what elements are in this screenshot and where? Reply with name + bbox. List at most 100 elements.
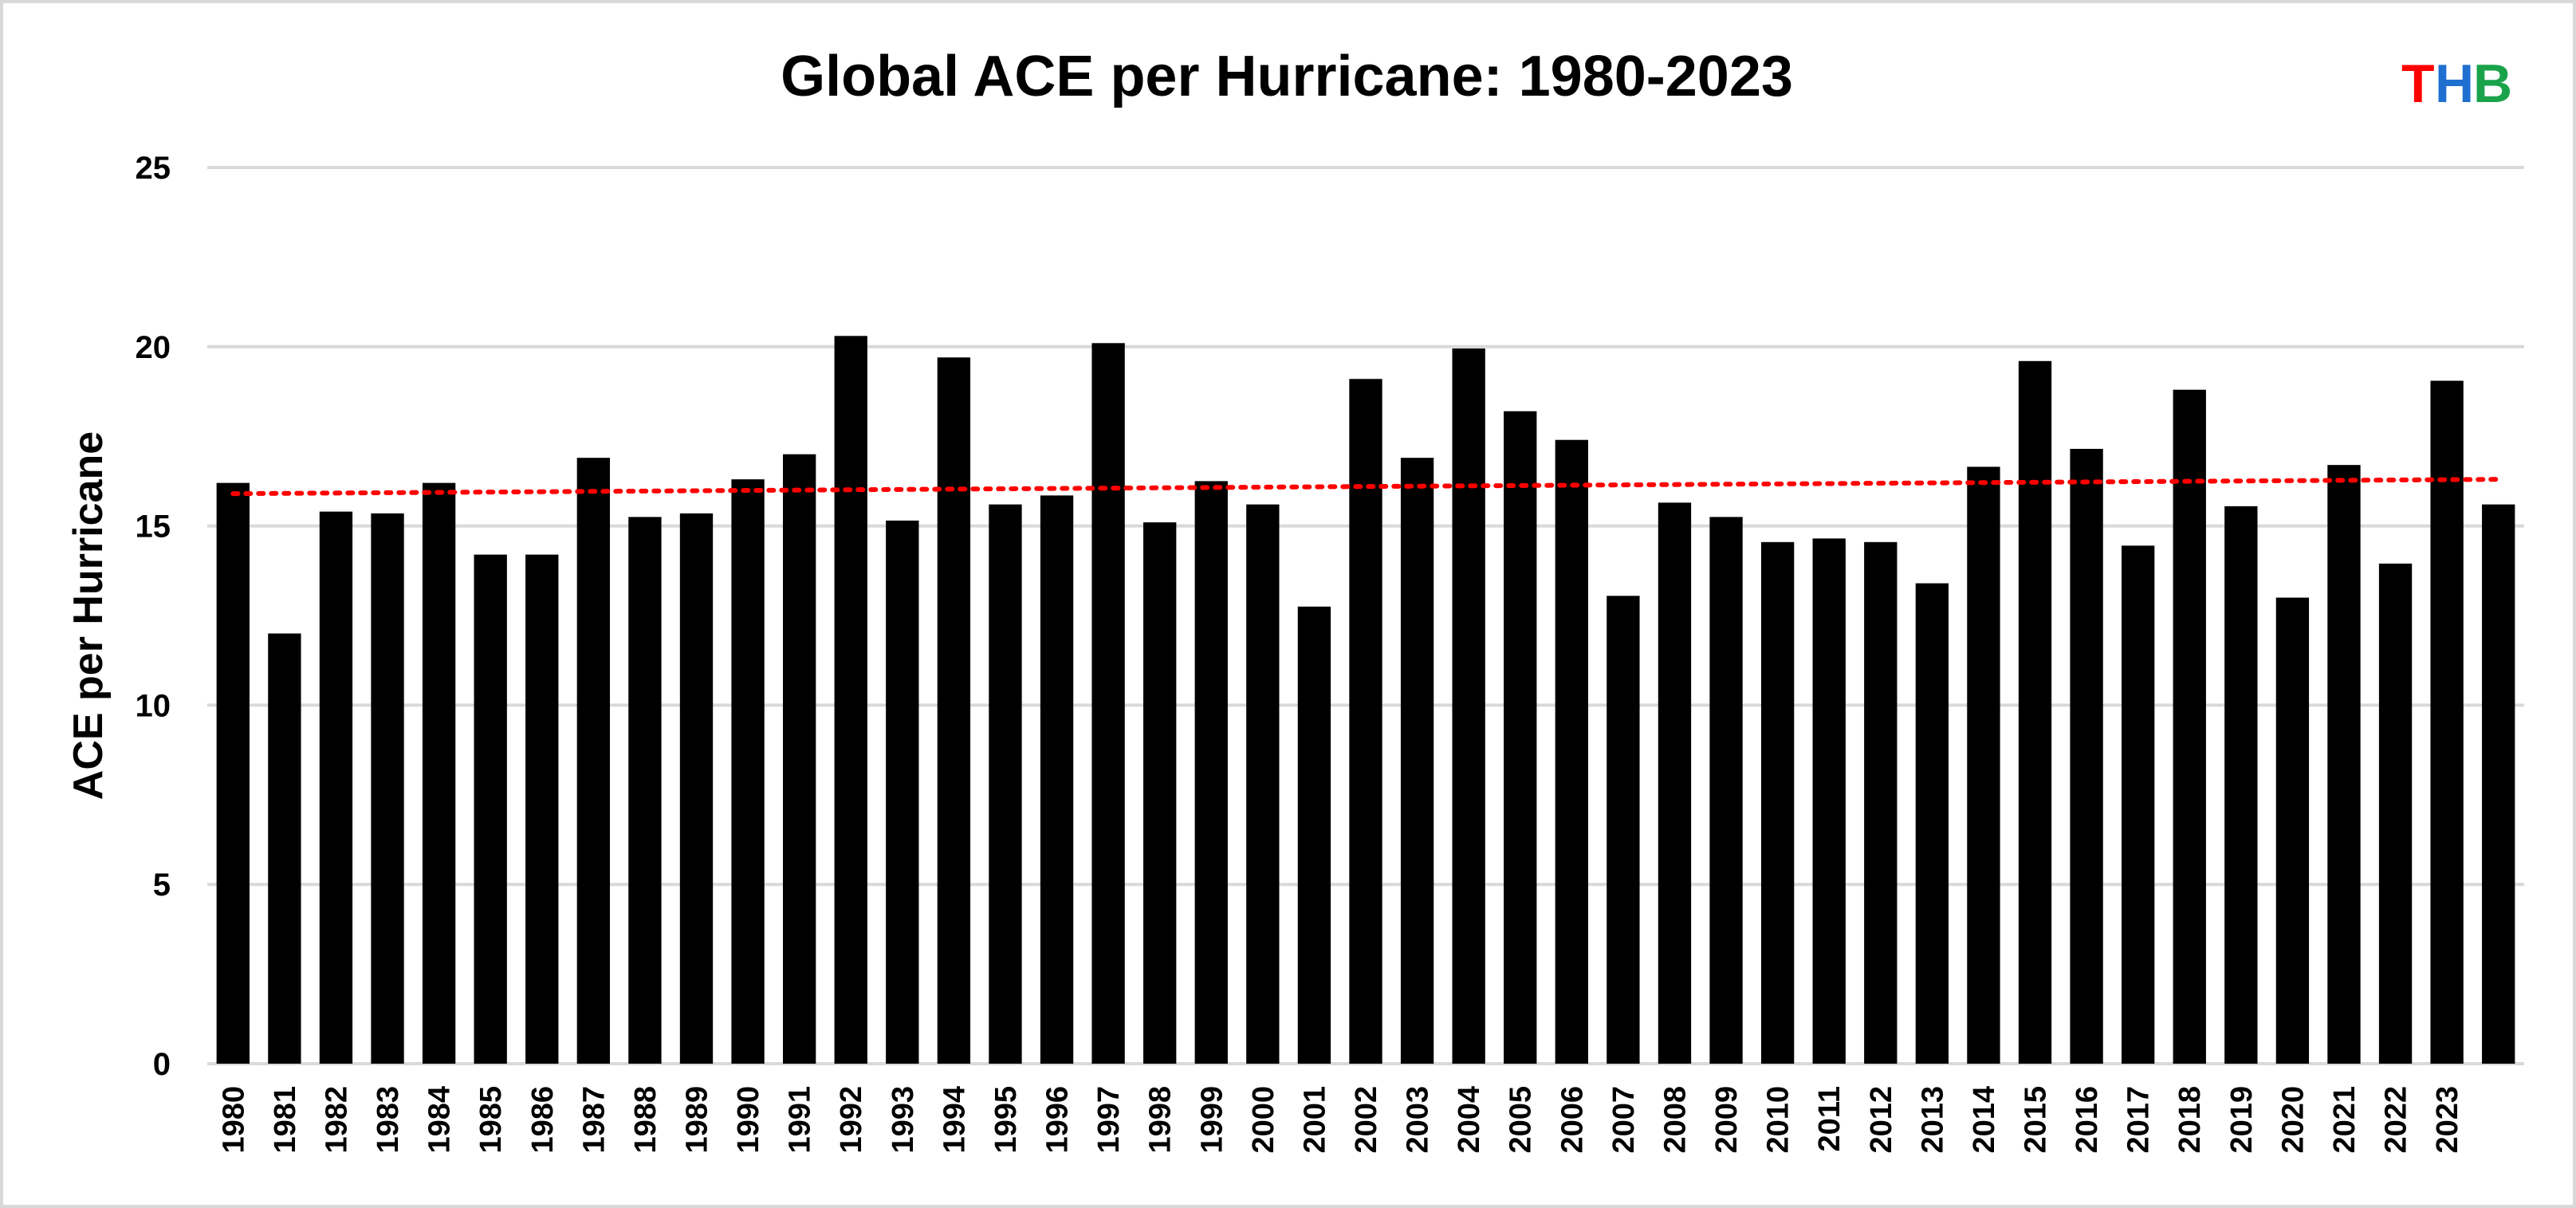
bar-2007 — [1607, 596, 1640, 1064]
bar-1999 — [1194, 481, 1228, 1064]
bar-2008 — [1658, 502, 1692, 1064]
chart-svg: Global ACE per Hurricane: 1980-2023 T H … — [65, 45, 2524, 1154]
y-tick-label: 25 — [136, 151, 171, 186]
x-tick-label: 1983 — [372, 1086, 405, 1154]
x-tick-label: 1989 — [680, 1086, 714, 1154]
bar-1981 — [268, 633, 301, 1064]
bars — [216, 336, 2515, 1064]
bar-2016 — [2070, 448, 2103, 1064]
x-tick-label: 1990 — [732, 1086, 765, 1154]
bar-2004 — [1452, 348, 1485, 1064]
bar-2003 — [1400, 458, 1434, 1064]
bar-1983 — [371, 513, 404, 1064]
bar-1988 — [628, 517, 662, 1064]
bar-2005 — [1504, 411, 1537, 1064]
x-tick-label: 2005 — [1504, 1086, 1538, 1154]
chart-title: Global ACE per Hurricane: 1980-2023 — [781, 45, 1793, 108]
x-tick-label: 1998 — [1144, 1086, 1178, 1154]
bar-1995 — [989, 504, 1022, 1064]
x-tick-label: 2008 — [1658, 1086, 1692, 1154]
x-tick-label: 1993 — [887, 1086, 920, 1154]
bar-2023 — [2430, 380, 2464, 1064]
y-tick-label: 20 — [136, 330, 171, 365]
logo-letter-b: B — [2473, 53, 2512, 114]
x-tick-label: 1985 — [474, 1086, 508, 1154]
bar-extra-44 — [2482, 504, 2515, 1064]
x-tick-label: 1992 — [835, 1086, 868, 1154]
x-tick-label: 1988 — [629, 1086, 663, 1154]
logo-letter-h: H — [2435, 53, 2474, 114]
bar-1993 — [886, 520, 919, 1064]
bar-1994 — [937, 357, 971, 1064]
bar-2020 — [2275, 597, 2310, 1064]
bar-2000 — [1246, 504, 1280, 1064]
x-tick-label: 2006 — [1555, 1086, 1589, 1154]
x-tick-label: 2016 — [2071, 1086, 2104, 1154]
x-tick-label: 2009 — [1710, 1086, 1744, 1154]
bar-1997 — [1091, 343, 1125, 1064]
x-tick-label: 2004 — [1453, 1086, 1486, 1154]
logo-letter-t: T — [2401, 53, 2435, 114]
bar-1984 — [422, 482, 456, 1064]
thb-logo: T H B — [2401, 53, 2512, 114]
bar-2012 — [1864, 541, 1898, 1064]
x-tick-label: 2002 — [1350, 1086, 1383, 1154]
bar-2014 — [1967, 466, 2000, 1064]
x-tick-label: 2010 — [1762, 1086, 1795, 1154]
y-axis-title: ACE per Hurricane — [65, 431, 112, 800]
x-tick-label: 2014 — [1968, 1086, 2001, 1154]
x-tick-label: 1980 — [217, 1086, 250, 1154]
bar-1986 — [525, 554, 559, 1064]
x-tick-label: 2021 — [2328, 1086, 2362, 1154]
x-tick-label: 2011 — [1813, 1086, 1846, 1151]
y-tick-label: 0 — [153, 1047, 171, 1082]
bar-2018 — [2173, 389, 2206, 1064]
x-tick-label: 2012 — [1865, 1086, 1898, 1154]
x-tick-label: 2020 — [2276, 1086, 2310, 1154]
x-tick-label: 2022 — [2380, 1086, 2413, 1154]
x-tick-label: 2003 — [1402, 1086, 1435, 1154]
x-tick-label: 1995 — [989, 1086, 1023, 1154]
x-tick-label: 1986 — [526, 1086, 560, 1154]
bar-2022 — [2378, 563, 2413, 1064]
bar-2010 — [1760, 541, 1795, 1064]
x-tick-label: 2001 — [1298, 1086, 1331, 1154]
trendline-layer — [230, 477, 2501, 497]
x-tick-label: 1982 — [320, 1086, 353, 1154]
bar-2015 — [2018, 360, 2052, 1064]
y-axis-ticks: 0 5 10 15 20 25 — [136, 151, 171, 1082]
x-tick-label: 2017 — [2122, 1086, 2156, 1154]
bar-1985 — [474, 554, 507, 1064]
x-tick-label: 1994 — [938, 1086, 971, 1154]
bar-1980 — [216, 482, 250, 1064]
trendline — [230, 477, 2501, 497]
x-tick-label: 1996 — [1041, 1086, 1075, 1154]
bar-1982 — [319, 511, 353, 1064]
bar-2021 — [2327, 465, 2361, 1064]
x-tick-label: 2023 — [2431, 1086, 2464, 1154]
y-tick-label: 10 — [136, 688, 171, 723]
x-axis-ticks: 1980 1981 1982 1983 1984 1985 1986 1987 1988 1989… — [217, 1086, 2464, 1154]
bar-2006 — [1555, 439, 1588, 1064]
bar-1987 — [576, 458, 610, 1064]
x-tick-label: 1997 — [1092, 1086, 1126, 1154]
x-tick-label: 1987 — [577, 1086, 611, 1154]
x-tick-label: 2019 — [2225, 1086, 2259, 1154]
x-tick-label: 2000 — [1247, 1086, 1280, 1154]
bar-1991 — [782, 454, 816, 1064]
bar-1989 — [679, 513, 714, 1064]
bar-2011 — [1812, 538, 1846, 1064]
bar-1998 — [1143, 522, 1177, 1064]
bar-1990 — [731, 479, 765, 1064]
y-tick-label: 15 — [136, 510, 171, 545]
x-tick-label: 2018 — [2173, 1086, 2207, 1154]
bar-2017 — [2122, 545, 2155, 1064]
bar-1992 — [834, 336, 867, 1064]
x-tick-label: 2007 — [1607, 1086, 1641, 1154]
bar-2009 — [1709, 517, 1743, 1064]
y-tick-label: 5 — [153, 868, 171, 903]
x-tick-label: 2015 — [2020, 1086, 2053, 1154]
x-tick-label: 2013 — [1916, 1086, 1949, 1154]
x-tick-label: 1984 — [423, 1086, 457, 1154]
